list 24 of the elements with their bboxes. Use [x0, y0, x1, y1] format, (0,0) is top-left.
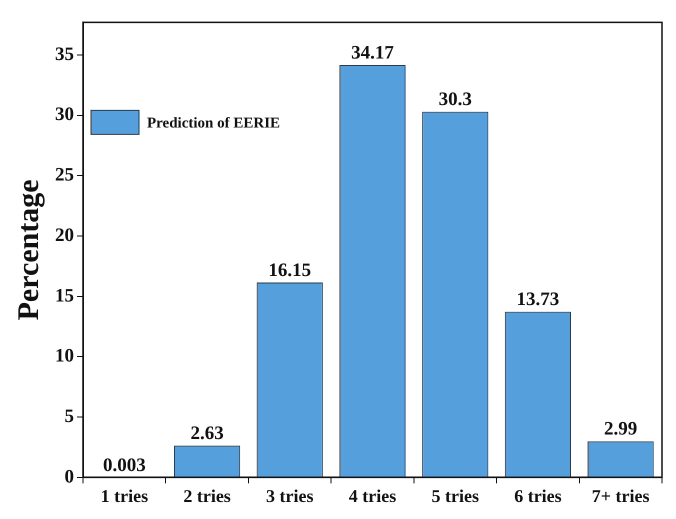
y-tick-label: 20	[55, 224, 74, 246]
y-tick-label: 25	[55, 164, 74, 186]
x-tick-label: 3 tries	[266, 486, 314, 506]
x-tick-label: 7+ tries	[592, 486, 650, 506]
data-label: 0.003	[102, 454, 146, 476]
x-tick-label: 1 tries	[100, 486, 148, 506]
x-tick-label: 6 tries	[514, 486, 562, 506]
data-label: 16.15	[268, 260, 312, 281]
y-tick-label: 5	[64, 406, 74, 427]
legend-label: Prediction of EERIE	[147, 115, 280, 132]
y-axis-title: Percentage	[12, 179, 45, 320]
y-tick-label: 10	[55, 346, 74, 367]
data-label: 2.99	[604, 418, 638, 440]
y-tick-label: 30	[55, 104, 74, 126]
x-tick-label: 5 tries	[431, 486, 479, 506]
y-tick-label: 15	[55, 285, 74, 306]
x-tick-label: 2 tries	[183, 486, 231, 506]
data-label: 13.73	[516, 289, 560, 310]
data-label: 2.63	[190, 423, 224, 444]
x-tick-label: 4 tries	[348, 486, 396, 506]
y-tick-label: 35	[55, 44, 74, 65]
y-tick-label: 0	[64, 466, 74, 488]
data-label: 34.17	[351, 42, 394, 64]
data-label: 30.3	[438, 89, 472, 110]
